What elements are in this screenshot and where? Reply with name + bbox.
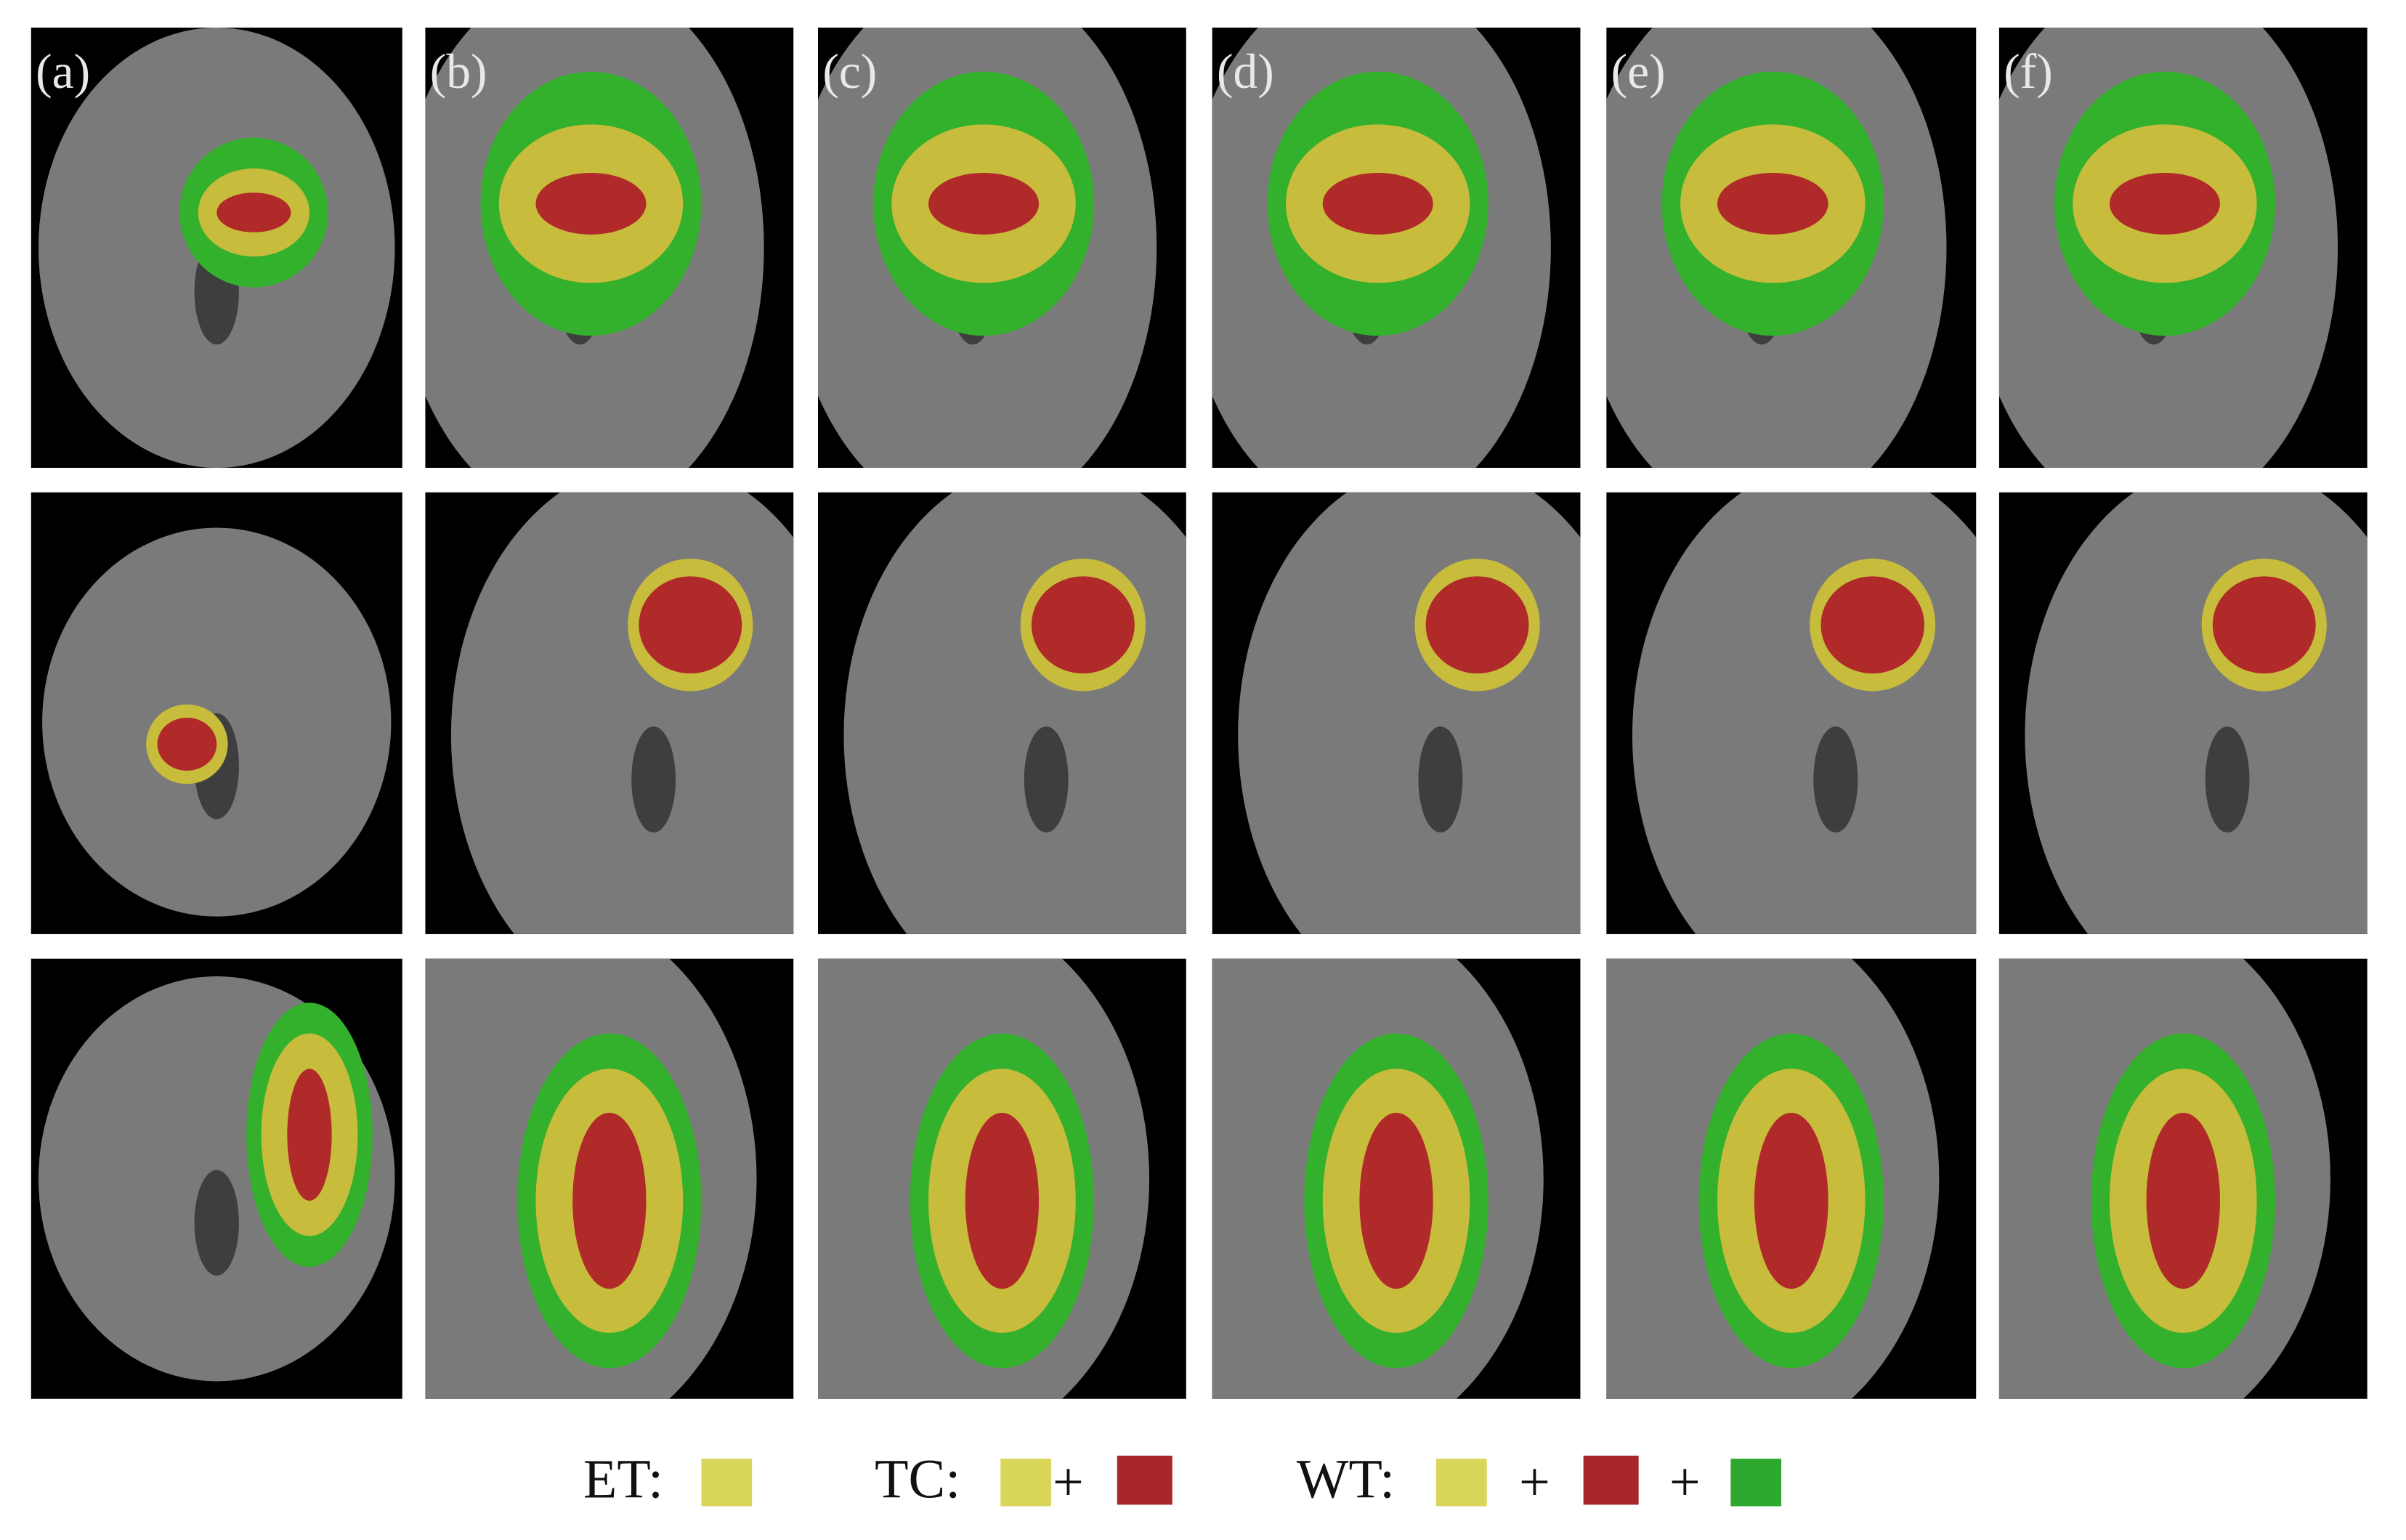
panel-content bbox=[817, 28, 1157, 469]
panel-content bbox=[451, 492, 794, 934]
panel-content bbox=[38, 976, 395, 1382]
image-panel: (c) bbox=[817, 28, 1186, 469]
necrosis bbox=[1425, 576, 1529, 674]
image-panel bbox=[1998, 492, 2367, 934]
legend-plus: + bbox=[1053, 1452, 1084, 1513]
panel-grid: (a) (b) (c) (d) (e) (f) bbox=[31, 28, 2367, 1399]
image-panel bbox=[1606, 492, 1977, 934]
ventricle bbox=[1418, 726, 1463, 833]
necrosis bbox=[928, 172, 1040, 235]
legend-swatch bbox=[701, 1459, 753, 1507]
panel-content bbox=[425, 28, 764, 469]
legend-label: ET: bbox=[583, 1448, 663, 1509]
necrosis bbox=[287, 1069, 332, 1201]
panel-content bbox=[1238, 492, 1581, 934]
panel-content bbox=[1998, 28, 2338, 469]
necrosis bbox=[572, 1112, 647, 1289]
legend-plus: + bbox=[1519, 1452, 1550, 1513]
panel-label: (a) bbox=[36, 44, 90, 99]
image-panel: (b) bbox=[425, 28, 794, 469]
necrosis bbox=[2109, 172, 2220, 235]
image-panel bbox=[817, 958, 1186, 1399]
panel-content bbox=[38, 28, 395, 469]
panel-content bbox=[1212, 958, 1544, 1399]
image-panel: (f) bbox=[1998, 28, 2367, 469]
necrosis bbox=[535, 172, 647, 235]
image-panel bbox=[31, 958, 402, 1399]
image-panel bbox=[1998, 958, 2367, 1399]
image-panel bbox=[425, 492, 794, 934]
legend-swatch bbox=[1117, 1455, 1172, 1505]
panel-label: (c) bbox=[822, 44, 877, 99]
legend-plus: + bbox=[1669, 1452, 1701, 1513]
image-panel bbox=[1606, 958, 1977, 1399]
legend-swatch bbox=[1435, 1459, 1487, 1507]
panel-content bbox=[425, 958, 757, 1399]
image-panel bbox=[1212, 958, 1581, 1399]
necrosis bbox=[1031, 576, 1135, 674]
necrosis bbox=[1754, 1112, 1828, 1289]
panel-content bbox=[1606, 958, 1940, 1399]
image-panel: (d) bbox=[1212, 28, 1581, 469]
ventricle bbox=[1024, 726, 1069, 833]
legend-label: WT: bbox=[1297, 1448, 1396, 1509]
image-panel bbox=[31, 492, 402, 934]
necrosis bbox=[1359, 1112, 1433, 1289]
image-panel: (a) bbox=[31, 28, 402, 469]
panel-content bbox=[1606, 28, 1947, 469]
image-panel bbox=[818, 492, 1186, 934]
legend-label: TC: bbox=[875, 1448, 960, 1509]
panel-content bbox=[1212, 28, 1551, 469]
necrosis bbox=[2146, 1112, 2220, 1289]
ventricle bbox=[631, 726, 676, 833]
necrosis bbox=[2212, 576, 2316, 674]
necrosis bbox=[965, 1112, 1040, 1289]
necrosis bbox=[1820, 576, 1924, 674]
legend: ET: TC: + WT: + + bbox=[583, 1448, 1782, 1513]
panel-content bbox=[843, 492, 1186, 934]
panel-content bbox=[1632, 492, 1977, 934]
necrosis bbox=[639, 576, 742, 674]
panel-label: (f) bbox=[2004, 44, 2052, 99]
panel-content bbox=[1998, 958, 2330, 1399]
panel-label: (d) bbox=[1217, 44, 1274, 99]
ventricle bbox=[2205, 726, 2250, 833]
ventricle bbox=[194, 1170, 239, 1276]
image-panel bbox=[425, 958, 794, 1399]
necrosis bbox=[1322, 172, 1433, 235]
legend-swatch bbox=[1730, 1459, 1782, 1507]
ventricle bbox=[1813, 726, 1858, 833]
panel-content bbox=[42, 527, 392, 917]
legend-swatch bbox=[1583, 1455, 1639, 1505]
panel-content bbox=[2025, 492, 2367, 934]
panel-content bbox=[817, 958, 1150, 1399]
image-panel bbox=[1212, 492, 1581, 934]
legend-swatch bbox=[1000, 1459, 1051, 1507]
necrosis bbox=[157, 717, 217, 771]
necrosis bbox=[216, 192, 291, 232]
panel-label: (e) bbox=[1611, 44, 1666, 99]
image-panel: (e) bbox=[1606, 28, 1977, 469]
panel-label: (b) bbox=[430, 44, 487, 99]
necrosis bbox=[1717, 172, 1828, 235]
